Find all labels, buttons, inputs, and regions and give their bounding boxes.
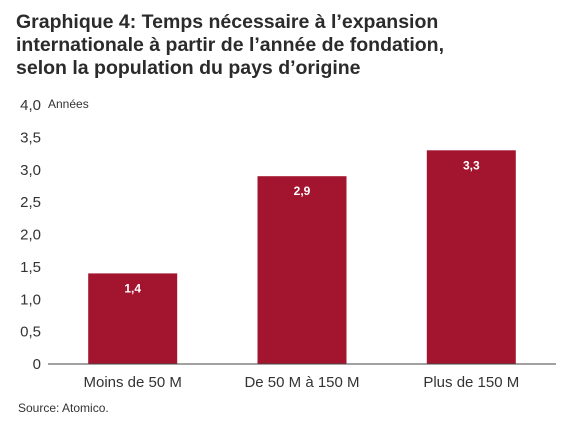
y-tick-label: 4,0 <box>20 97 41 114</box>
bar <box>426 150 516 364</box>
bar-value-label: 3,3 <box>463 158 480 172</box>
chart-title-line-2: internationale à partir de l’année de fo… <box>16 34 444 56</box>
source-note: Source: Atomico. <box>18 401 109 415</box>
y-axis-label: Années <box>48 97 89 111</box>
chart-title: Graphique 4: Temps nécessaire à l’expans… <box>16 11 561 80</box>
bar <box>88 273 178 364</box>
y-tick-label: 0 <box>33 356 41 373</box>
chart-title-line-1: Graphique 4: Temps nécessaire à l’expans… <box>16 11 439 33</box>
y-tick-label: 3,5 <box>20 129 41 146</box>
y-tick-label: 1,5 <box>20 259 41 276</box>
x-tick-label: Moins de 50 M <box>84 374 182 391</box>
y-tick-label: 1,0 <box>20 291 41 308</box>
x-tick-label: Plus de 150 M <box>423 374 519 391</box>
bar-value-label: 2,9 <box>294 184 311 198</box>
x-tick-label: De 50 M à 150 M <box>244 374 359 391</box>
chart-title-line-3: selon la population du pays d’origine <box>16 57 361 79</box>
y-axis-ticks: 0 0,5 1,0 1,5 2,0 2,5 3,0 3,5 4,0 <box>20 97 41 373</box>
bar <box>257 176 347 364</box>
y-tick-label: 3,0 <box>20 162 41 179</box>
bar-value-label: 1,4 <box>124 281 141 295</box>
y-tick-label: 2,5 <box>20 194 41 211</box>
y-tick-label: 2,0 <box>20 227 41 244</box>
bars: 1,4 2,9 3,3 <box>88 150 516 364</box>
y-tick-label: 0,5 <box>20 324 41 341</box>
x-axis-ticks: Moins de 50 M De 50 M à 150 M Plus de 150 … <box>84 374 520 391</box>
